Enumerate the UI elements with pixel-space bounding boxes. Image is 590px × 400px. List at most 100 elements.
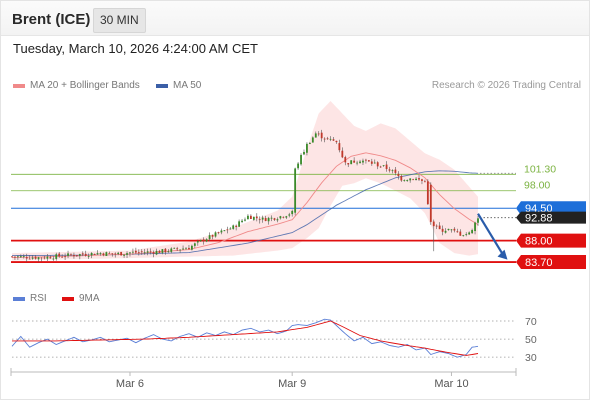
- candle-body: [22, 256, 25, 257]
- legend-rsi-ma: 9MA: [62, 293, 100, 304]
- candle-body: [320, 132, 323, 139]
- candle-body: [474, 222, 476, 232]
- candle-body: [294, 168, 297, 213]
- legend-rsi-ma-label: 9MA: [79, 293, 100, 304]
- candle-body: [338, 143, 341, 151]
- candle-body: [19, 256, 22, 258]
- candle-body: [249, 215, 252, 220]
- candle-body: [176, 248, 179, 250]
- candle-body: [459, 231, 462, 236]
- candle-body: [456, 231, 459, 233]
- candle-body: [75, 255, 78, 257]
- candle-body: [261, 217, 264, 220]
- timeframe-button[interactable]: 30 MIN: [93, 8, 146, 33]
- candle-body: [447, 228, 450, 231]
- candle-body: [211, 234, 214, 237]
- candle-body: [120, 252, 123, 256]
- candle-body: [37, 257, 40, 260]
- legend-rsi-label: RSI: [30, 293, 47, 304]
- candle-body: [394, 169, 397, 173]
- candle-body: [40, 257, 43, 259]
- candle-body: [288, 214, 291, 216]
- rsi-ma-swatch: [62, 296, 74, 301]
- rsi-ma-line: [12, 320, 479, 356]
- candle-body: [426, 181, 429, 205]
- candle-body: [444, 230, 447, 233]
- candle-body: [406, 180, 409, 181]
- candle-body: [432, 221, 435, 227]
- resistance-level-label: 98.00: [524, 180, 550, 192]
- candle-body: [155, 250, 158, 255]
- support-level-label: 88.00: [525, 236, 553, 248]
- levels-layer: [11, 172, 516, 263]
- candle-body: [229, 228, 232, 230]
- candle-body: [314, 133, 317, 138]
- candle-body: [105, 252, 108, 256]
- candle-body: [270, 217, 273, 219]
- candle-body: [370, 161, 373, 164]
- candle-body: [49, 257, 52, 259]
- candle-body: [391, 170, 394, 172]
- candle-body: [297, 163, 299, 169]
- candle-body: [220, 230, 223, 233]
- candle-body: [367, 160, 370, 162]
- rsi-line: [11, 318, 479, 358]
- candle-body: [11, 256, 13, 258]
- candle-body: [441, 228, 444, 232]
- candle-body: [185, 248, 187, 250]
- candle-body: [99, 253, 102, 255]
- candle-body: [429, 184, 432, 222]
- candle-body: [55, 254, 58, 259]
- candle-body: [64, 256, 66, 258]
- candle-body: [385, 164, 388, 170]
- candle-body: [158, 250, 161, 253]
- candle-body: [70, 254, 72, 256]
- candle-body: [276, 219, 279, 221]
- candle-body: [303, 151, 305, 155]
- candle-body: [179, 249, 182, 251]
- candle-body: [267, 217, 270, 222]
- candle-body: [247, 215, 249, 220]
- candle-body: [214, 232, 217, 237]
- candle-body: [137, 252, 140, 253]
- candle-body: [329, 138, 332, 140]
- support-level-tag: [516, 255, 586, 270]
- candle-body: [362, 160, 364, 163]
- candle-body: [58, 253, 61, 257]
- candle-body: [264, 217, 267, 221]
- candle-body: [217, 232, 220, 234]
- rsi-tick-label: 50: [525, 334, 537, 346]
- candle-body: [25, 257, 28, 259]
- candle-body: [462, 235, 465, 237]
- candle-body: [188, 247, 190, 250]
- candle-body: [31, 257, 34, 259]
- candle-body: [424, 181, 426, 183]
- candle-body: [161, 249, 164, 253]
- candle-body: [87, 256, 90, 257]
- candle-body: [52, 258, 55, 260]
- candle-body: [477, 218, 479, 223]
- candle-body: [208, 235, 211, 240]
- header-bar: Brent (ICE) 30 MIN: [1, 1, 589, 36]
- candle-body: [126, 253, 128, 255]
- candle-body: [164, 248, 167, 253]
- candle-body: [341, 150, 344, 158]
- chart-datetime: Tuesday, March 10, 2026 4:24:00 AM CET: [13, 41, 258, 56]
- candle-body: [335, 140, 338, 143]
- candle-body: [143, 252, 146, 254]
- candle-body: [273, 218, 276, 220]
- ma20-line: [11, 152, 479, 259]
- candle-body: [202, 239, 205, 242]
- moving-average-layer: [11, 152, 479, 259]
- candle-body: [96, 253, 99, 255]
- rsi-tick-label: 30: [525, 352, 537, 364]
- legend-ma50-label: MA 50: [173, 80, 202, 91]
- candle-body: [438, 225, 441, 230]
- candle-body: [81, 253, 84, 255]
- time-axis-label: Mar 9: [278, 378, 306, 390]
- candle-body: [196, 241, 199, 243]
- candle-body: [382, 165, 385, 167]
- candle-body: [365, 159, 367, 161]
- ma20-swatch: [13, 83, 25, 88]
- candle-body: [400, 176, 403, 181]
